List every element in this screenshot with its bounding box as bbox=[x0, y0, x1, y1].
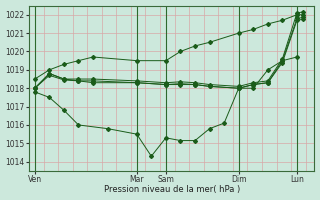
X-axis label: Pression niveau de la mer( hPa ): Pression niveau de la mer( hPa ) bbox=[104, 185, 240, 194]
